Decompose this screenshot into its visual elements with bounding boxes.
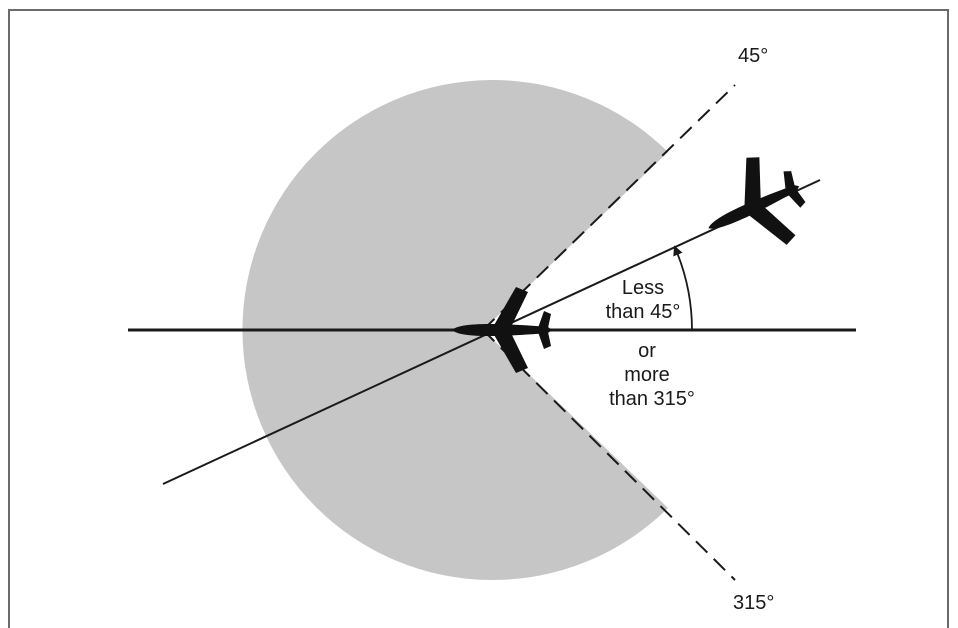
range-text-than-45: than 45° xyxy=(606,301,681,323)
angle-45-label: 45° xyxy=(738,45,768,67)
range-text-less: Less xyxy=(622,277,664,299)
other-aircraft-icon xyxy=(708,157,806,245)
boundary-line-45 xyxy=(482,84,736,331)
range-text-or: or xyxy=(638,340,656,362)
angle-arc xyxy=(673,245,693,331)
own-aircraft-icon xyxy=(452,287,552,373)
range-text-than-315: than 315° xyxy=(609,388,695,410)
boundary-line-315 xyxy=(482,329,736,581)
angle-315-label: 315° xyxy=(733,592,774,614)
range-text-more: more xyxy=(624,364,670,386)
